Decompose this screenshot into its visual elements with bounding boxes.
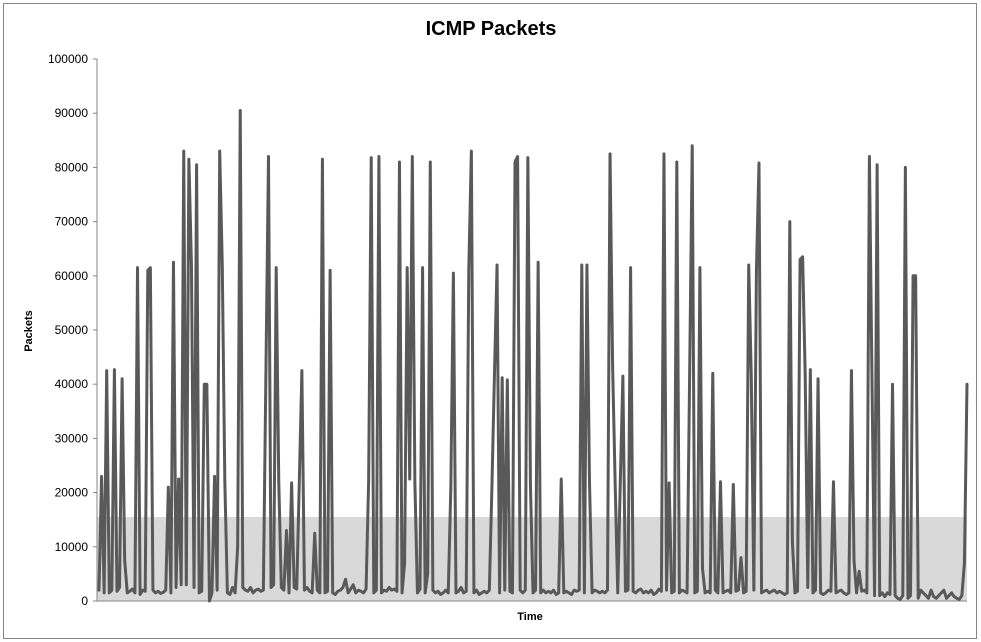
icmp-packets-chart: ICMP Packets Packets Time 0 10000 20000 300… (23, 18, 969, 623)
y-tick-label: 10000 (55, 540, 89, 554)
chart-title: ICMP Packets (426, 18, 557, 40)
plot-area: 0 10000 20000 30000 40000 50000 60000 70000 8000… (48, 52, 969, 608)
y-tick-label: 40000 (55, 377, 89, 391)
x-axis-label: Time (517, 611, 542, 623)
y-tick-label: 20000 (55, 486, 89, 500)
y-tick-label: 60000 (55, 269, 89, 283)
y-tick-label: 90000 (55, 106, 89, 120)
y-tick-label: 100000 (48, 52, 88, 66)
y-tick-label: 70000 (55, 215, 89, 229)
chart-frame: ICMP Packets Packets Time 0 10000 20000 300… (3, 3, 977, 639)
series-line-0 (97, 108, 969, 603)
y-tick-label: 50000 (55, 323, 89, 337)
y-axis-label: Packets (23, 310, 35, 352)
y-tick-label: 80000 (55, 160, 89, 174)
y-tick-label: 0 (81, 594, 88, 608)
y-tick-label: 30000 (55, 431, 89, 445)
